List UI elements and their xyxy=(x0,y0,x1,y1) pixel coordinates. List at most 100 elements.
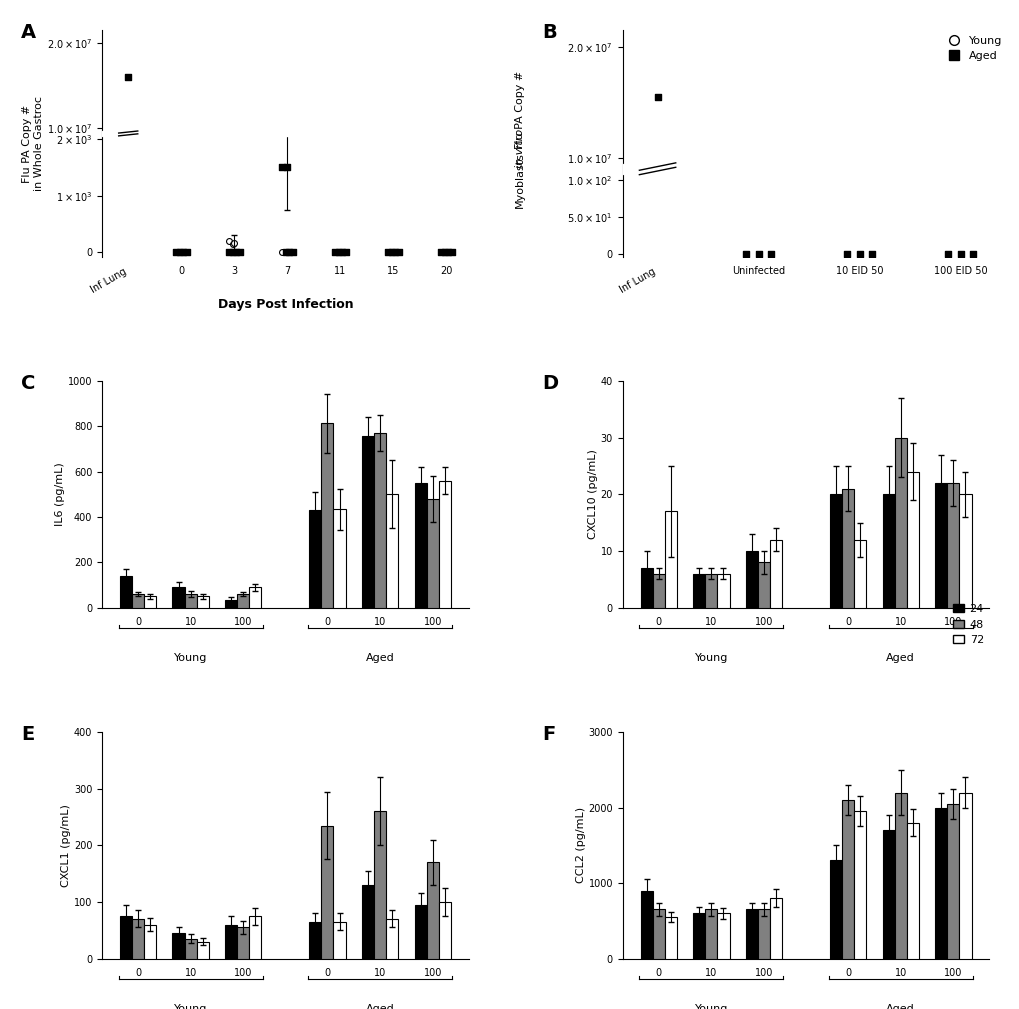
Bar xyxy=(693,574,704,607)
Point xyxy=(168,244,184,260)
Bar xyxy=(664,917,677,959)
Point xyxy=(226,234,243,250)
Bar xyxy=(131,919,144,959)
Point xyxy=(284,244,301,260)
Bar xyxy=(426,863,438,959)
Bar xyxy=(414,905,426,959)
Point xyxy=(383,244,399,260)
Point xyxy=(178,244,195,260)
Bar xyxy=(959,494,970,607)
X-axis label: Days Post Infection: Days Post Infection xyxy=(217,298,353,311)
Point xyxy=(443,244,460,260)
Y-axis label: CXCL10 (pg/mL): CXCL10 (pg/mL) xyxy=(587,449,597,540)
Point xyxy=(380,244,396,260)
Point xyxy=(224,244,240,260)
Point xyxy=(390,244,407,260)
Bar xyxy=(321,825,333,959)
Bar xyxy=(652,909,664,959)
Bar xyxy=(906,822,918,959)
Bar xyxy=(362,436,374,607)
Y-axis label: IL6 (pg/mL): IL6 (pg/mL) xyxy=(55,462,65,527)
Y-axis label: CXCL1 (pg/mL): CXCL1 (pg/mL) xyxy=(61,804,71,887)
Point xyxy=(334,244,351,260)
Bar xyxy=(934,807,947,959)
Bar xyxy=(881,830,894,959)
Point xyxy=(171,244,187,260)
Point xyxy=(221,244,237,260)
Text: Aged: Aged xyxy=(886,1004,914,1009)
Bar xyxy=(853,540,865,607)
Bar xyxy=(374,811,386,959)
Bar xyxy=(144,596,156,607)
Point xyxy=(952,245,968,261)
Bar xyxy=(237,927,249,959)
Bar xyxy=(333,922,345,959)
Point xyxy=(337,244,354,260)
Bar xyxy=(947,804,959,959)
Bar xyxy=(225,924,237,959)
Bar xyxy=(881,494,894,607)
Bar xyxy=(184,938,197,959)
Point xyxy=(940,245,956,261)
Bar xyxy=(664,512,677,607)
Point xyxy=(940,245,956,261)
Point xyxy=(337,244,354,260)
Bar xyxy=(237,594,249,607)
Point xyxy=(327,244,343,260)
Bar xyxy=(438,902,450,959)
Bar xyxy=(934,483,947,607)
Text: in vitro: in vitro xyxy=(515,128,525,167)
Bar xyxy=(716,913,729,959)
Text: Young: Young xyxy=(174,1004,207,1009)
Bar xyxy=(842,800,853,959)
Point xyxy=(964,245,980,261)
Point xyxy=(390,244,407,260)
Bar xyxy=(120,916,131,959)
Bar xyxy=(172,933,184,959)
Point xyxy=(443,244,460,260)
Point xyxy=(738,245,754,261)
Point xyxy=(750,245,766,261)
Bar xyxy=(906,472,918,607)
Bar xyxy=(172,587,184,607)
Bar xyxy=(829,861,842,959)
Text: D: D xyxy=(541,374,557,394)
Point xyxy=(387,244,404,260)
Bar xyxy=(197,941,209,959)
Bar xyxy=(622,163,988,174)
Point xyxy=(762,245,779,261)
Bar xyxy=(652,574,664,607)
Bar xyxy=(640,891,652,959)
Bar xyxy=(704,574,716,607)
Point xyxy=(964,245,980,261)
Point xyxy=(851,245,867,261)
Point xyxy=(387,244,404,260)
Point xyxy=(224,236,240,252)
Point xyxy=(330,244,346,260)
Text: Aged: Aged xyxy=(886,653,914,663)
Point xyxy=(440,244,457,260)
Point xyxy=(228,244,245,260)
Point xyxy=(277,244,293,260)
Bar xyxy=(120,576,131,607)
Text: Young: Young xyxy=(694,653,728,663)
Y-axis label: CCL2 (pg/mL): CCL2 (pg/mL) xyxy=(575,807,585,884)
Text: Aged: Aged xyxy=(366,1004,394,1009)
Bar xyxy=(745,909,757,959)
Point xyxy=(174,244,191,260)
Bar xyxy=(414,483,426,607)
Text: E: E xyxy=(21,725,35,745)
Point xyxy=(228,244,245,260)
Point xyxy=(649,89,665,105)
Point xyxy=(440,244,457,260)
Point xyxy=(738,245,754,261)
Point xyxy=(274,159,290,176)
Point xyxy=(279,159,296,176)
Point xyxy=(174,244,191,260)
Bar xyxy=(374,433,386,607)
Y-axis label: Flu PA Copy #
in Whole Gastroc: Flu PA Copy # in Whole Gastroc xyxy=(22,96,44,191)
Legend: Young, Aged: Young, Aged xyxy=(943,36,1002,62)
Text: B: B xyxy=(541,23,556,42)
Bar xyxy=(144,924,156,959)
Point xyxy=(436,244,452,260)
